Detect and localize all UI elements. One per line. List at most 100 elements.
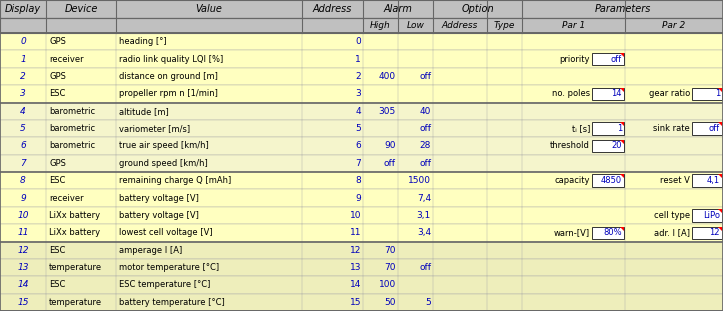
Bar <box>592 226 624 239</box>
Bar <box>0 137 723 155</box>
Text: Display: Display <box>5 4 41 14</box>
Text: priority: priority <box>560 54 590 63</box>
Text: warn-[V]: warn-[V] <box>554 228 590 237</box>
Text: 305: 305 <box>379 107 396 116</box>
Polygon shape <box>620 53 624 57</box>
Bar <box>592 174 624 187</box>
Text: 100: 100 <box>379 281 396 290</box>
Bar <box>0 207 723 224</box>
Text: Option: Option <box>461 4 494 14</box>
Bar <box>0 0 723 18</box>
Text: 4,1: 4,1 <box>707 176 720 185</box>
Bar <box>692 88 722 100</box>
Text: 6: 6 <box>355 142 361 151</box>
Text: High: High <box>370 21 391 30</box>
Text: 4: 4 <box>20 107 26 116</box>
Text: Type: Type <box>494 21 515 30</box>
Text: 40: 40 <box>419 107 431 116</box>
Text: 70: 70 <box>385 246 396 255</box>
Text: battery voltage [V]: battery voltage [V] <box>119 211 199 220</box>
Text: barometric: barometric <box>49 107 95 116</box>
Polygon shape <box>718 209 722 213</box>
Text: motor temperature [°C]: motor temperature [°C] <box>119 263 219 272</box>
Text: ESC: ESC <box>49 246 65 255</box>
Text: Value: Value <box>195 4 223 14</box>
Bar <box>0 33 723 50</box>
Text: threshold: threshold <box>550 142 590 151</box>
Text: LiXx battery: LiXx battery <box>49 211 100 220</box>
Text: off: off <box>419 124 431 133</box>
Text: 0: 0 <box>355 37 361 46</box>
Text: 400: 400 <box>379 72 396 81</box>
Text: 9: 9 <box>355 193 361 202</box>
Text: 1: 1 <box>355 54 361 63</box>
Polygon shape <box>718 226 722 230</box>
Text: remaining charge Q [mAh]: remaining charge Q [mAh] <box>119 176 231 185</box>
Bar <box>592 122 624 135</box>
Text: 5: 5 <box>355 124 361 133</box>
Text: Low: Low <box>406 21 424 30</box>
Text: 28: 28 <box>419 142 431 151</box>
Text: Par 1: Par 1 <box>562 21 585 30</box>
Text: radio link quality LQI [%]: radio link quality LQI [%] <box>119 54 223 63</box>
Text: 0: 0 <box>20 37 26 46</box>
Bar <box>0 50 723 68</box>
Text: receiver: receiver <box>49 54 84 63</box>
Text: 11: 11 <box>349 228 361 237</box>
Bar <box>0 155 723 172</box>
Text: barometric: barometric <box>49 142 95 151</box>
Text: no. poles: no. poles <box>552 89 590 98</box>
Bar <box>0 294 723 311</box>
Text: off: off <box>611 54 622 63</box>
Text: 14: 14 <box>350 281 361 290</box>
Text: off: off <box>384 159 396 168</box>
Text: ESC: ESC <box>49 281 65 290</box>
Bar <box>0 85 723 103</box>
Polygon shape <box>718 88 722 91</box>
Text: LiPo: LiPo <box>703 211 720 220</box>
Polygon shape <box>718 174 722 179</box>
Polygon shape <box>718 122 722 126</box>
Text: Device: Device <box>64 4 98 14</box>
Text: 12: 12 <box>350 246 361 255</box>
Text: 50: 50 <box>385 298 396 307</box>
Text: receiver: receiver <box>49 193 84 202</box>
Text: 10: 10 <box>17 211 29 220</box>
Bar <box>0 276 723 294</box>
Polygon shape <box>620 174 624 179</box>
Text: gear ratio: gear ratio <box>649 89 690 98</box>
Text: Parameters: Parameters <box>594 4 651 14</box>
Bar <box>0 224 723 242</box>
Bar <box>0 68 723 85</box>
Text: 20: 20 <box>612 142 622 151</box>
Text: 1: 1 <box>715 89 720 98</box>
Text: 7: 7 <box>20 159 26 168</box>
Text: 14: 14 <box>612 89 622 98</box>
Text: 9: 9 <box>20 193 26 202</box>
Text: sink rate: sink rate <box>654 124 690 133</box>
Text: ESC temperature [°C]: ESC temperature [°C] <box>119 281 210 290</box>
Text: ESC: ESC <box>49 89 65 98</box>
Text: Alarm: Alarm <box>384 4 412 14</box>
Bar <box>0 259 723 276</box>
Text: cell type: cell type <box>654 211 690 220</box>
Text: heading [°]: heading [°] <box>119 37 166 46</box>
Text: ground speed [km/h]: ground speed [km/h] <box>119 159 208 168</box>
Text: off: off <box>419 159 431 168</box>
Text: 90: 90 <box>385 142 396 151</box>
Text: 4850: 4850 <box>601 176 622 185</box>
Text: 7,4: 7,4 <box>417 193 431 202</box>
Text: reset V: reset V <box>660 176 690 185</box>
Text: 11: 11 <box>17 228 29 237</box>
Bar <box>692 209 722 222</box>
Text: 6: 6 <box>20 142 26 151</box>
Text: 3: 3 <box>20 89 26 98</box>
Text: GPS: GPS <box>49 159 66 168</box>
Bar <box>692 122 722 135</box>
Text: temperature: temperature <box>49 298 102 307</box>
Text: 3,4: 3,4 <box>417 228 431 237</box>
Bar <box>0 242 723 259</box>
Text: 12: 12 <box>709 228 720 237</box>
Polygon shape <box>620 88 624 91</box>
Text: off: off <box>419 263 431 272</box>
